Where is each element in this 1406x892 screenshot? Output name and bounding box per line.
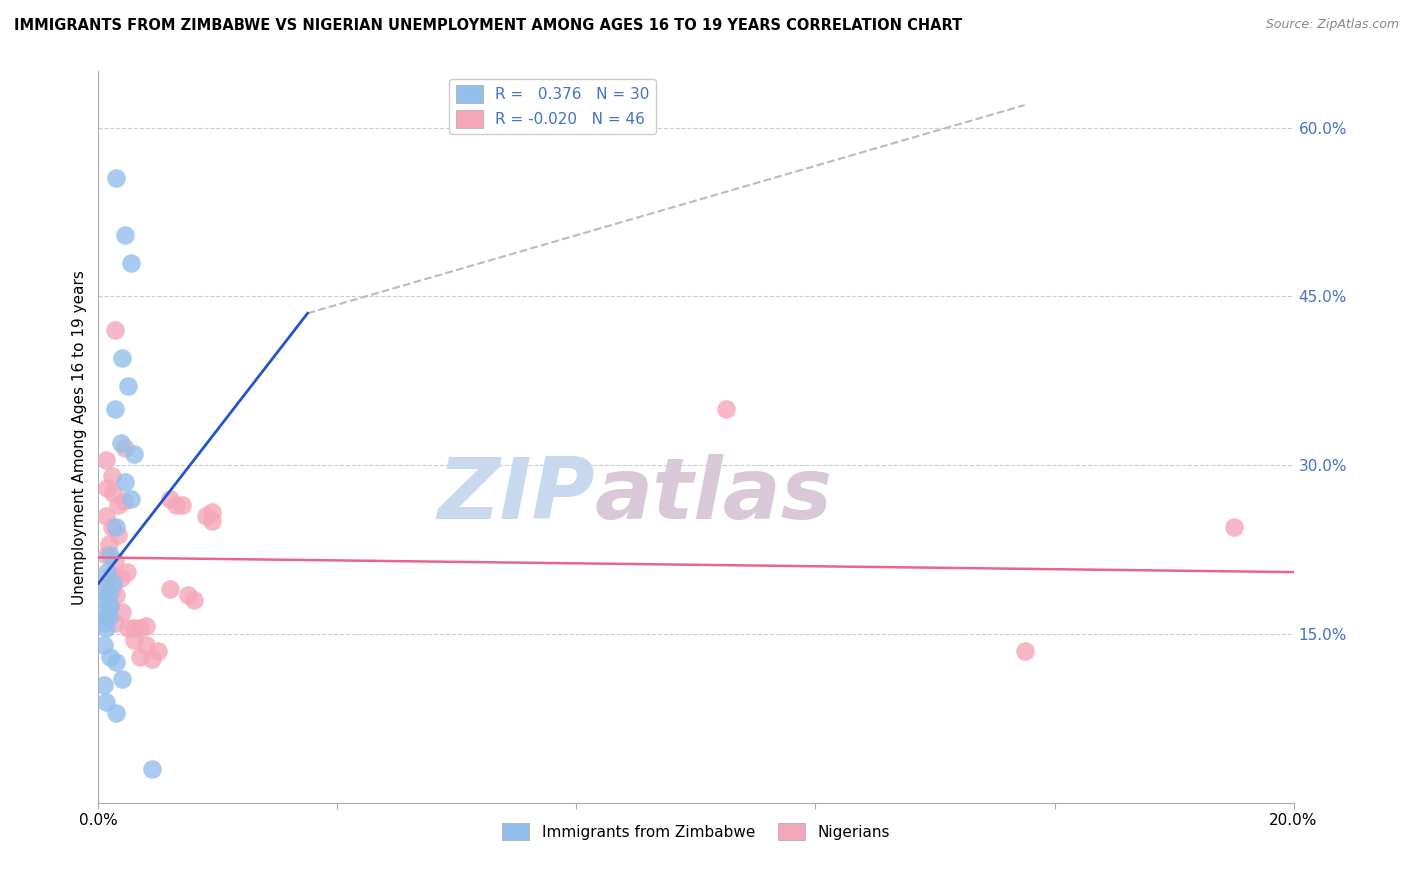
Point (100, 469, 122, 483)
Point (105, 588, 128, 602)
Point (103, 576, 125, 591)
Point (98, 537, 121, 551)
Point (135, 638, 157, 652)
Point (103, 486, 125, 500)
Point (111, 605, 134, 619)
Text: atlas: atlas (595, 454, 832, 537)
Point (183, 593, 205, 607)
Point (714, 401, 737, 416)
Point (159, 582, 181, 596)
Point (120, 491, 142, 506)
Point (105, 520, 128, 534)
Point (98, 649, 122, 664)
Point (94, 621, 117, 635)
Point (110, 571, 132, 585)
Point (94, 452, 117, 467)
Point (114, 475, 136, 489)
Point (165, 498, 187, 512)
Point (100, 520, 122, 534)
Point (100, 582, 122, 596)
Point (111, 351, 134, 366)
Point (94, 694, 117, 708)
Point (111, 672, 134, 686)
Point (104, 323, 127, 337)
Point (159, 491, 181, 506)
Point (93, 615, 115, 630)
Point (141, 652, 163, 666)
Point (124, 621, 146, 635)
Point (104, 554, 127, 568)
Point (104, 615, 127, 630)
Legend: Immigrants from Zimbabwe, Nigerians: Immigrants from Zimbabwe, Nigerians (496, 816, 896, 847)
Point (94, 605, 117, 619)
Point (201, 515, 224, 529)
Point (201, 506, 224, 520)
Point (94, 548, 117, 562)
Point (114, 227, 136, 242)
Point (98, 588, 121, 602)
Point (98, 599, 122, 613)
Point (93, 678, 115, 692)
Point (117, 621, 139, 635)
Point (105, 655, 128, 669)
Point (94, 508, 117, 523)
Point (1223, 520, 1246, 534)
Text: Source: ZipAtlas.com: Source: ZipAtlas.com (1265, 18, 1399, 31)
Point (96, 481, 118, 495)
Point (120, 255, 142, 269)
Point (172, 498, 194, 512)
Point (98, 548, 122, 562)
Point (148, 644, 170, 658)
Point (104, 401, 127, 416)
Point (124, 632, 146, 647)
Point (100, 567, 122, 582)
Point (107, 498, 129, 512)
Point (105, 706, 128, 720)
Point (135, 619, 157, 633)
Text: ZIP: ZIP (437, 454, 595, 537)
Y-axis label: Unemployment Among Ages 16 to 19 years: Unemployment Among Ages 16 to 19 years (72, 269, 87, 605)
Point (98, 599, 122, 613)
Point (94, 576, 117, 591)
Point (94, 610, 117, 624)
Point (129, 649, 152, 664)
Point (141, 762, 163, 776)
Point (115, 565, 138, 579)
Point (93, 593, 115, 607)
Point (96, 565, 118, 579)
Point (1014, 644, 1036, 658)
Point (110, 435, 132, 450)
Point (94, 593, 117, 607)
Point (93, 638, 115, 652)
Point (98, 610, 121, 624)
Point (124, 447, 146, 461)
Text: IMMIGRANTS FROM ZIMBABWE VS NIGERIAN UNEMPLOYMENT AMONG AGES 16 TO 19 YEARS CORR: IMMIGRANTS FROM ZIMBABWE VS NIGERIAN UNE… (14, 18, 962, 33)
Point (105, 171, 128, 186)
Point (195, 508, 218, 523)
Point (129, 621, 152, 635)
Point (112, 494, 135, 508)
Point (94, 582, 117, 596)
Point (114, 442, 136, 456)
Point (107, 528, 129, 542)
Point (177, 588, 200, 602)
Point (117, 379, 139, 393)
